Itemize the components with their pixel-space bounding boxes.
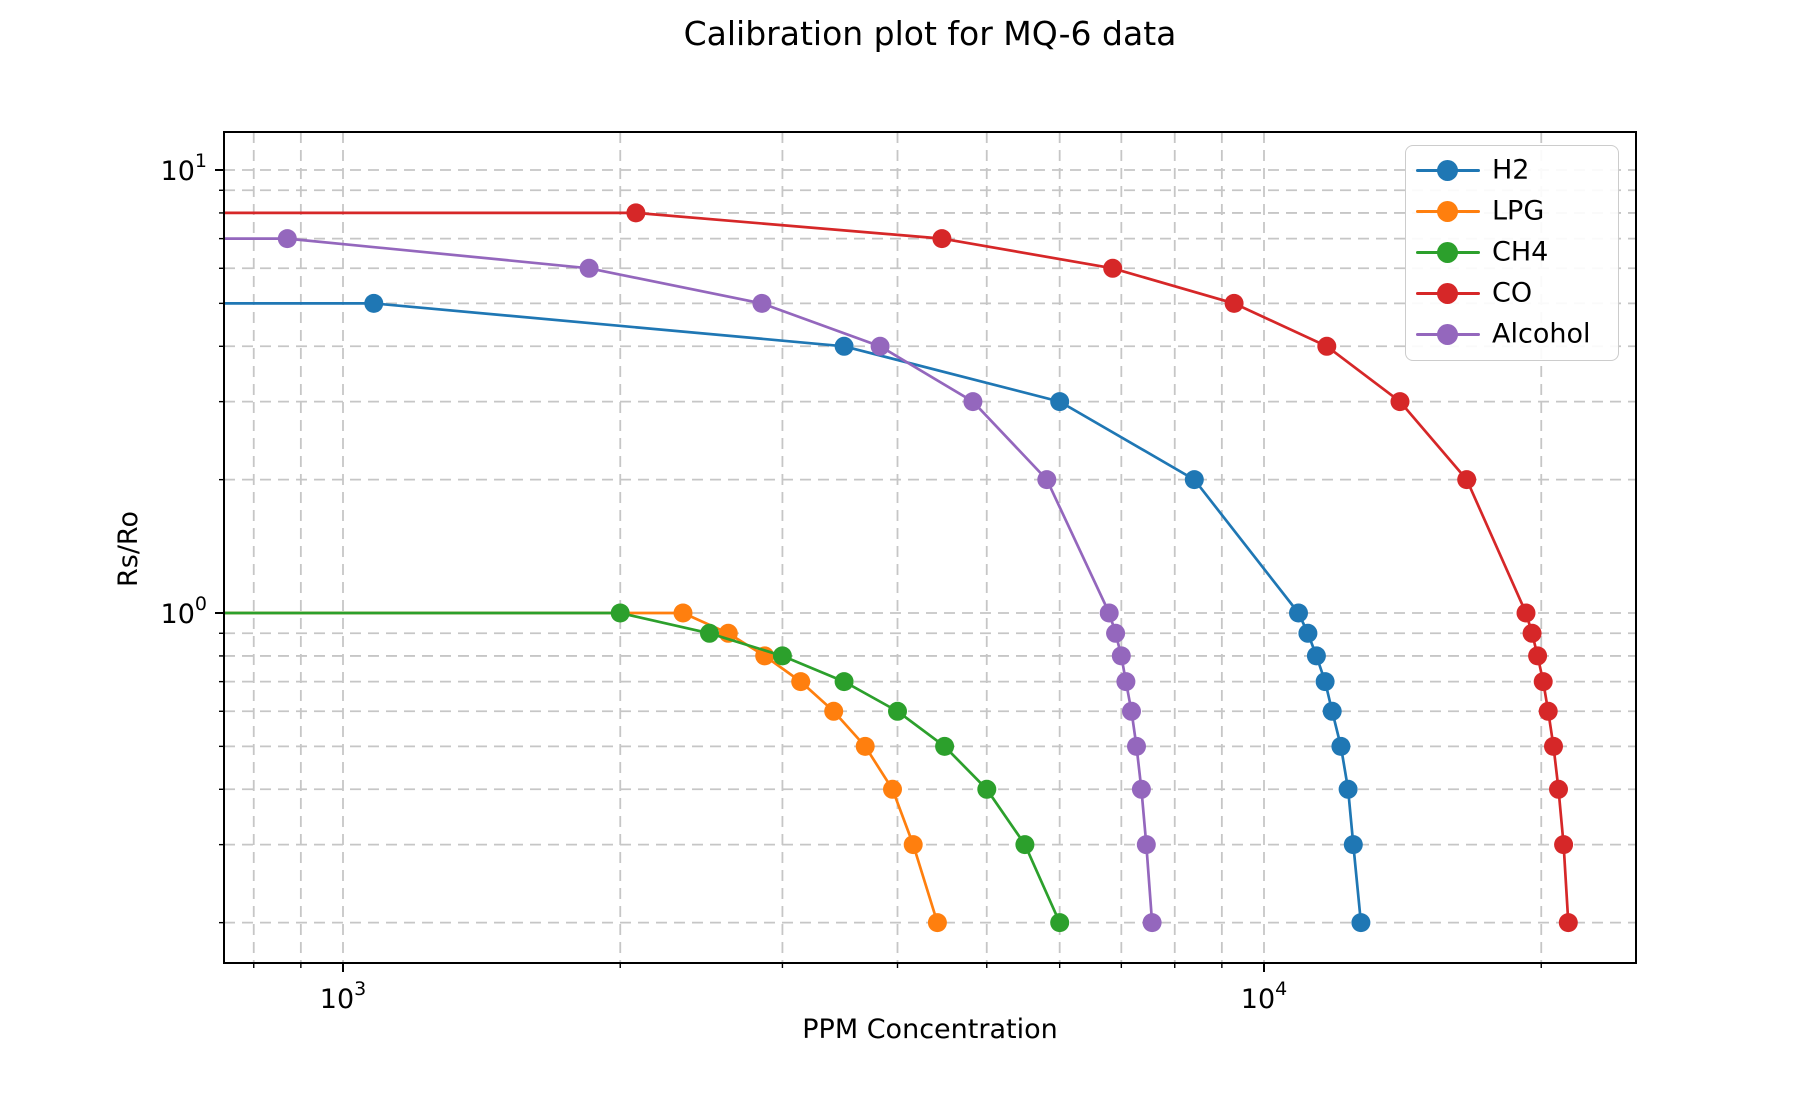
data-point-co [1457,470,1477,490]
data-point-co [1549,779,1568,799]
data-point-alcohol [1111,646,1131,666]
data-point-co [1538,701,1558,721]
data-point-ch4 [977,779,997,799]
data-point-h2 [1315,672,1335,692]
data-point-alcohol [1116,672,1136,692]
data-point-ch4 [888,701,907,721]
legend-marker-sample [1437,283,1458,304]
data-point-h2 [1343,835,1363,855]
data-point-alcohol [1136,835,1156,855]
data-point-alcohol [870,336,890,356]
data-point-h2 [1338,779,1358,799]
series-line-co [224,211,1570,923]
data-point-alcohol [1106,623,1126,643]
data-point-co [1317,336,1337,356]
data-point-lpg [855,736,875,756]
data-point-h2 [1289,603,1308,623]
series-alcohol [224,229,1162,933]
data-point-h2 [1331,736,1351,756]
series-line-ch4 [224,611,1061,924]
data-point-co [1103,258,1123,278]
y-tick-label: 101 [161,150,207,187]
data-point-h2 [1050,392,1070,412]
legend-entry-ch4: CH4 [1406,232,1618,273]
legend-entry-co: CO [1406,273,1618,314]
data-point-lpg [883,779,902,799]
data-point-alcohol [752,293,772,313]
data-point-ch4 [700,623,719,643]
data-point-h2 [1322,701,1342,721]
data-point-h2 [364,293,384,313]
data-point-co [1224,293,1244,313]
legend-label: CO [1492,276,1533,308]
x-tick-label: 103 [320,978,366,1015]
legend-marker-sample [1437,324,1458,345]
series-lpg [224,603,947,933]
legend: H2 LPG CH4 CO Alcohol [1405,145,1619,361]
legend-entry-lpg: LPG [1406,191,1618,232]
data-point-co [1544,736,1563,756]
legend-marker-sample [1437,201,1458,222]
legend-label: H2 [1492,153,1530,185]
legend-label: CH4 [1492,235,1549,267]
data-point-ch4 [772,646,792,666]
data-point-co [932,229,952,249]
y-axis-label: Rs/Ro [113,511,144,587]
y-tick-label: 100 [161,593,207,630]
series-line-alcohol [224,237,1154,923]
data-point-co [1533,672,1553,692]
series-line-lpg [224,611,939,924]
x-tick-label: 104 [1241,978,1287,1015]
data-point-co [1522,623,1542,643]
data-point-alcohol [1099,603,1119,623]
data-point-alcohol [1131,779,1151,799]
data-point-ch4 [1050,913,1070,933]
series-ch4 [224,603,1070,933]
data-point-ch4 [610,603,630,623]
legend-marker-sample [1437,160,1458,181]
data-point-h2 [1351,913,1371,933]
data-point-alcohol [579,258,599,278]
data-point-co [626,203,646,223]
data-point-alcohol [277,229,297,249]
data-point-ch4 [1015,835,1035,855]
data-point-h2 [1298,623,1318,643]
legend-entry-h2: H2 [1406,150,1618,191]
data-point-co [1554,835,1574,855]
axes-box [223,131,1637,964]
data-point-alcohol [1142,913,1162,933]
data-point-alcohol [1122,701,1141,721]
data-point-co [1516,603,1536,623]
tick-labels: 103 104 100 101 [161,150,1288,1015]
data-point-alcohol [1037,470,1057,490]
data-point-lpg [673,603,693,623]
tick-marks [215,169,1542,972]
data-point-h2 [1184,470,1204,490]
data-point-lpg [903,835,923,855]
data-point-co [1390,392,1410,412]
data-point-ch4 [935,736,955,756]
data-point-co [1528,646,1548,666]
data-point-h2 [1306,646,1326,666]
legend-marker-sample [1437,242,1458,263]
gridlines [224,132,1636,963]
data-point-co [1558,913,1578,933]
legend-entry-alcohol: Alcohol [1406,314,1618,355]
data-point-lpg [791,672,811,692]
series-co [224,203,1578,933]
data-point-alcohol [1127,736,1146,756]
x-axis-label: PPM Concentration [802,1014,1058,1045]
data-point-lpg [824,701,844,721]
legend-label: LPG [1492,194,1545,226]
chart-title: Calibration plot for MQ-6 data [683,14,1177,53]
data-point-h2 [834,336,854,356]
data-point-lpg [927,913,947,933]
legend-label: Alcohol [1492,317,1591,349]
data-point-ch4 [834,672,854,692]
data-point-alcohol [963,392,983,412]
